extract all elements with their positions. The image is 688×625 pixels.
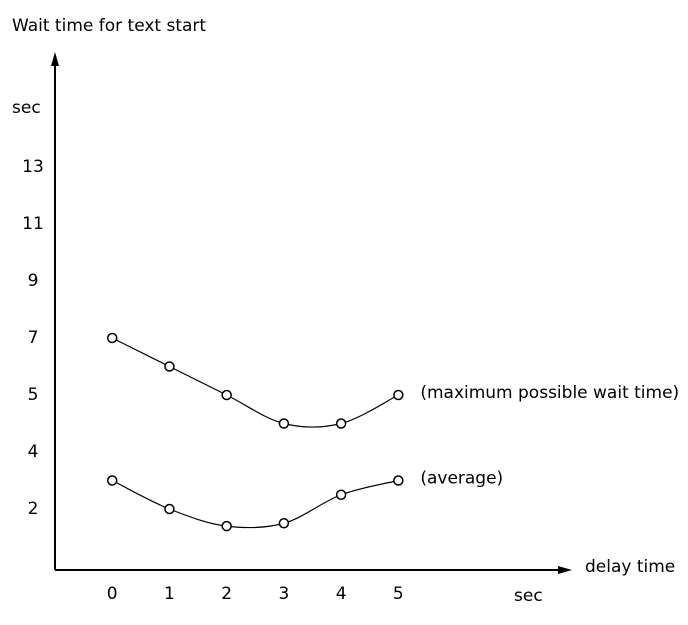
data-point [278, 418, 290, 429]
y-tick-label: 5 [28, 385, 39, 405]
data-point [393, 475, 404, 486]
y-tick-label: 9 [28, 271, 39, 291]
y-tick-label: 4 [28, 442, 39, 462]
x-tick-label: 5 [393, 584, 404, 604]
y-axis-arrow [51, 52, 59, 66]
data-point [164, 503, 175, 515]
data-point [335, 418, 347, 429]
series-label: (maximum possible wait time) [420, 383, 679, 403]
x-tick-label: 2 [221, 584, 232, 604]
data-point [164, 361, 175, 372]
data-point [335, 489, 347, 500]
chart-title: Wait time for text start [12, 16, 206, 36]
y-tick-label: 13 [22, 157, 44, 177]
x-tick-label: 4 [336, 584, 347, 604]
series-label: (average) [420, 469, 503, 489]
data-point [393, 389, 404, 401]
x-tick-label: 0 [107, 584, 118, 604]
x-axis-unit: sec [514, 586, 543, 606]
y-tick-label: 7 [28, 328, 39, 348]
series-curve [111, 479, 399, 529]
data-point [106, 332, 118, 344]
x-tick-label: 3 [278, 584, 289, 604]
data-point [221, 520, 232, 532]
x-axis-label: delay time [585, 557, 675, 577]
data-point [221, 389, 232, 401]
y-axis-unit: sec [12, 98, 41, 118]
data-point [278, 518, 290, 529]
x-tick-label: 1 [164, 584, 175, 604]
series-curve [111, 337, 399, 428]
x-axis-arrow [558, 566, 572, 574]
y-tick-label: 11 [22, 214, 44, 234]
data-point [106, 475, 118, 486]
y-tick-label: 2 [28, 499, 39, 519]
